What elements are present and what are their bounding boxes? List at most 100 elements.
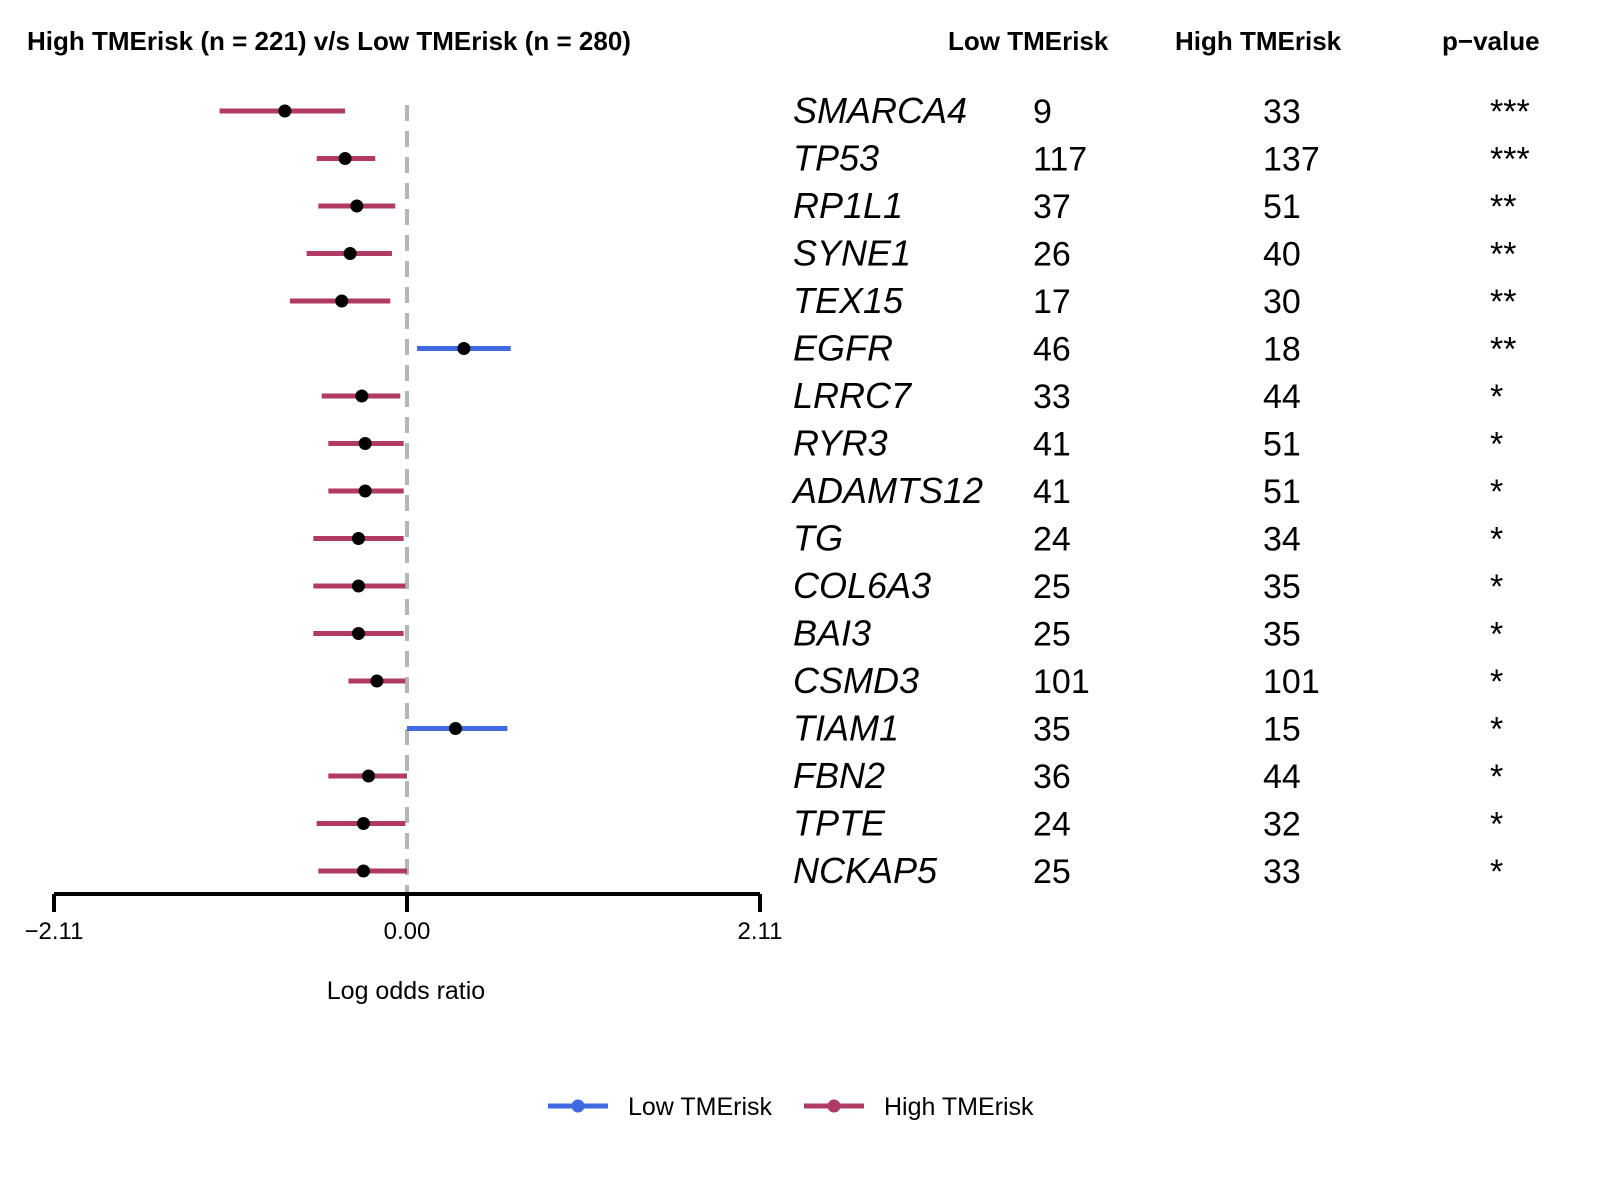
- x-axis-label: Log odds ratio: [327, 977, 485, 1005]
- p-value-stars: *: [1490, 806, 1503, 844]
- gene-label: FBN2: [793, 755, 885, 796]
- low-count: 25: [1033, 568, 1071, 606]
- low-count: 41: [1033, 426, 1071, 464]
- gene-label: TP53: [793, 138, 879, 179]
- high-count: 15: [1263, 711, 1301, 749]
- p-value-stars: *: [1490, 711, 1503, 749]
- high-count: 51: [1263, 426, 1301, 464]
- p-value-stars: **: [1490, 188, 1516, 226]
- low-count: 101: [1033, 663, 1090, 701]
- point-estimate-csmd3: [370, 674, 384, 688]
- p-value-stars: *: [1490, 426, 1503, 464]
- gene-label: SYNE1: [793, 233, 911, 274]
- x-tick-label: 2.11: [738, 918, 783, 945]
- p-value-stars: *: [1490, 758, 1503, 796]
- low-count: 17: [1033, 283, 1071, 321]
- low-count: 41: [1033, 473, 1071, 511]
- high-count: 40: [1263, 236, 1301, 274]
- low-count: 117: [1033, 141, 1087, 179]
- p-value-stars: *: [1490, 473, 1503, 511]
- gene-label: SMARCA4: [793, 90, 967, 131]
- gene-label: ADAMTS12: [791, 470, 983, 511]
- low-count: 46: [1033, 331, 1071, 369]
- p-value-stars: *: [1490, 853, 1503, 891]
- legend: Low TMErisk High TMErisk: [548, 1093, 1034, 1121]
- high-count: 44: [1263, 758, 1301, 796]
- header-p-value: p−value: [1442, 26, 1540, 56]
- gene-label: RYR3: [793, 423, 888, 464]
- point-estimate-ryr3: [358, 437, 372, 450]
- high-count: 32: [1263, 806, 1301, 844]
- point-estimate-nckap5: [357, 864, 371, 878]
- point-estimate-col6a3: [351, 579, 365, 593]
- low-count: 25: [1033, 853, 1071, 891]
- point-estimate-smarca4: [278, 104, 292, 118]
- x-tick-label: −2.11: [25, 918, 84, 945]
- low-count: 35: [1033, 711, 1071, 749]
- gene-label: COL6A3: [793, 565, 931, 606]
- gene-label: TG: [793, 518, 843, 559]
- high-count: 34: [1263, 521, 1301, 559]
- high-count: 35: [1263, 616, 1301, 654]
- p-value-stars: ***: [1490, 141, 1530, 179]
- gene-label: TEX15: [793, 280, 904, 321]
- low-count: 37: [1033, 188, 1071, 226]
- low-count: 9: [1033, 93, 1052, 131]
- low-count: 24: [1033, 521, 1071, 559]
- chart-title: High TMErisk (n = 221) v/s Low TMErisk (…: [27, 26, 631, 56]
- gene-label: EGFR: [793, 328, 893, 369]
- p-value-stars: *: [1490, 568, 1503, 606]
- point-estimate-rp1l1: [350, 199, 364, 213]
- point-estimate-lrrc7: [355, 389, 369, 403]
- legend-entry: Low TMErisk: [628, 1093, 773, 1121]
- high-count: 51: [1263, 473, 1301, 511]
- p-value-stars: *: [1490, 663, 1503, 701]
- p-value-stars: **: [1490, 236, 1516, 274]
- gene-label: BAI3: [793, 613, 871, 654]
- p-value-stars: *: [1490, 378, 1503, 416]
- point-estimate-egfr: [457, 342, 471, 355]
- point-estimate-adamts12: [358, 484, 372, 498]
- x-axis: −2.11 0.00 2.11: [25, 892, 783, 945]
- high-count: 33: [1263, 93, 1301, 131]
- gene-label: RP1L1: [793, 185, 903, 226]
- p-value-stars: *: [1490, 616, 1503, 654]
- point-estimate-syne1: [343, 247, 357, 260]
- point-estimate-tg: [351, 532, 365, 545]
- point-estimate-tp53: [338, 152, 352, 165]
- point-estimate-tex15: [335, 294, 349, 308]
- p-value-stars: *: [1490, 521, 1503, 559]
- point-estimate-tiam1: [449, 722, 463, 735]
- high-count: 51: [1263, 188, 1301, 226]
- low-count: 36: [1033, 758, 1071, 796]
- high-count: 35: [1263, 568, 1301, 606]
- point-estimate-fbn2: [362, 769, 376, 783]
- gene-label: LRRC7: [793, 375, 913, 416]
- low-count: 26: [1033, 236, 1071, 274]
- header-low-tmerisk: Low TMErisk: [948, 26, 1109, 56]
- legend-swatch-dot: [827, 1099, 841, 1113]
- legend-entry: High TMErisk: [884, 1093, 1034, 1121]
- high-count: 33: [1263, 853, 1301, 891]
- high-count: 18: [1263, 331, 1301, 369]
- low-count: 33: [1033, 378, 1071, 416]
- p-value-stars: **: [1490, 331, 1516, 369]
- gene-label: CSMD3: [793, 660, 919, 701]
- forest-rows: SMARCA4 9 33 ***TP53 117 137 ***RP1L1 37 51 **SYN…: [219, 90, 1530, 891]
- point-estimate-bai3: [351, 627, 365, 640]
- low-count: 24: [1033, 806, 1071, 844]
- x-tick-label: 0.00: [384, 918, 431, 945]
- high-count: 44: [1263, 378, 1301, 416]
- high-count: 137: [1263, 141, 1320, 179]
- legend-swatch-dot: [571, 1099, 585, 1113]
- gene-label: NCKAP5: [793, 850, 938, 891]
- high-count: 30: [1263, 283, 1301, 321]
- p-value-stars: ***: [1490, 93, 1530, 131]
- header-high-tmerisk: High TMErisk: [1175, 26, 1342, 56]
- low-count: 25: [1033, 616, 1071, 654]
- high-count: 101: [1263, 663, 1320, 701]
- point-estimate-tpte: [357, 817, 371, 830]
- gene-label: TPTE: [793, 803, 886, 844]
- gene-label: TIAM1: [793, 708, 899, 749]
